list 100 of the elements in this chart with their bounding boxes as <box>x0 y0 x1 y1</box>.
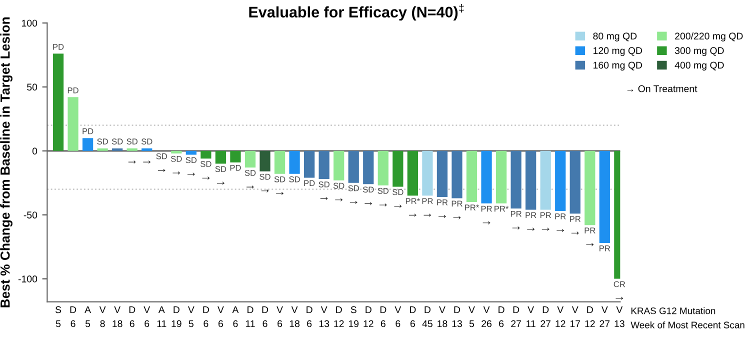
text: Week of Most Recent Scan <box>630 321 744 328</box>
text: PR* → <box>406 198 420 217</box>
x-tick-label: D 6 <box>129 306 136 328</box>
x-tick-label: D 6 <box>262 306 268 328</box>
text: PR → <box>510 210 522 230</box>
bar <box>466 150 478 202</box>
bar <box>584 150 596 226</box>
x-tick-label: D 27 <box>511 306 521 328</box>
text: PR → <box>570 216 581 235</box>
bar <box>496 150 507 204</box>
bar <box>244 150 256 168</box>
bar <box>82 138 94 151</box>
text: PR → <box>422 198 433 217</box>
text: SD <box>289 176 300 182</box>
x-tick-label: D 12 <box>364 306 374 328</box>
y-tick-label: 100 <box>22 20 38 27</box>
bar <box>422 150 433 196</box>
text: SD → <box>318 181 330 200</box>
text: PD <box>68 87 78 94</box>
x-tick-label: D 11 <box>246 306 255 328</box>
text: PR <box>600 246 610 252</box>
x-tick-label: S 19 <box>348 306 359 328</box>
y-tick-label: -100 <box>18 276 38 282</box>
legend-label: 400 mg QD <box>674 62 724 71</box>
x-tick-label: V 26 <box>482 306 492 328</box>
text: KRAS G12 Mutation <box>631 307 716 314</box>
x-tick-label: D 6 <box>380 306 386 328</box>
x-tick-label: D 12 <box>585 306 595 328</box>
text: → On Treatment <box>627 85 698 92</box>
text: PR → <box>540 212 551 231</box>
x-tick-label: D 27 <box>540 306 551 328</box>
y-tick-label: 50 <box>27 84 38 91</box>
x-tick-label: A 6 <box>232 306 239 328</box>
bar <box>407 150 418 196</box>
x-tick-label: V 6 <box>144 306 150 328</box>
x-tick-label: V 6 <box>218 306 224 328</box>
bar <box>392 150 404 187</box>
x-tick-label: V 17 <box>570 306 580 328</box>
legend-label: 160 mg QD <box>594 62 642 71</box>
x-tick-label: D 13 <box>452 306 462 328</box>
x-tick-label: V 27 <box>600 306 610 328</box>
x-tick-label: V 12 <box>556 306 566 328</box>
text: PD <box>82 128 94 134</box>
text: SD → <box>244 170 256 189</box>
bar <box>126 148 138 151</box>
text: PR → <box>481 206 492 224</box>
bar <box>142 148 152 151</box>
text: SD → <box>156 153 168 172</box>
text: SD → <box>378 188 389 206</box>
bar <box>68 97 78 151</box>
bar <box>526 150 536 210</box>
bar <box>436 150 448 197</box>
x-tick-label: V 5 <box>468 306 475 328</box>
bar <box>215 150 226 164</box>
text: PR → <box>555 214 566 232</box>
x-tick-label: V 8 <box>99 306 106 328</box>
x-tick-label: D 6 <box>203 306 209 328</box>
bar <box>186 150 196 155</box>
text: SD → <box>274 176 286 195</box>
bar <box>555 150 566 212</box>
bar <box>452 150 462 198</box>
x-tick-label: A 5 <box>84 306 92 328</box>
text: SD <box>112 138 123 144</box>
bar <box>97 148 108 151</box>
x-tick-label: A 11 <box>157 306 166 328</box>
x-tick-label: D 45 <box>422 306 432 328</box>
text: SD → <box>200 161 212 180</box>
legend-label: 200/220 mg QD <box>675 32 743 42</box>
bar <box>510 150 522 208</box>
bar <box>378 150 388 186</box>
text: SD → <box>215 166 226 185</box>
x-tick-label: D 19 <box>172 306 182 328</box>
x-tick-label: D 12 <box>334 306 344 328</box>
x-tick-label: V 18 <box>290 306 300 328</box>
bar <box>289 150 300 174</box>
x-tick-label: V 18 <box>112 306 122 328</box>
text: CR → <box>614 281 626 300</box>
x-tick-label: D 6 <box>70 306 76 328</box>
bar <box>274 150 286 174</box>
text: SD → <box>362 186 374 206</box>
text: SD → <box>333 182 344 202</box>
bar <box>540 150 551 210</box>
bar <box>570 150 580 214</box>
bar <box>52 54 64 151</box>
x-tick-label: V 6 <box>394 306 402 328</box>
x-tick-label: V 11 <box>526 306 536 328</box>
x-tick-label: D 6 <box>410 306 416 328</box>
text: PR* <box>465 204 480 210</box>
text: SD → <box>260 174 270 192</box>
legend-label: 80 mg QD <box>593 32 637 42</box>
text: PD <box>304 180 315 186</box>
bar <box>318 150 330 180</box>
text: PR* <box>494 206 509 212</box>
x-tick-label: V 18 <box>438 306 448 328</box>
text: PR → <box>526 212 536 231</box>
x-tick-label: V 6 <box>276 306 283 328</box>
x-tick-label: V 13 <box>319 306 330 328</box>
bar <box>599 150 610 243</box>
x-tick-label: D 6 <box>498 306 504 328</box>
legend-label: 300 mg QD <box>674 47 724 56</box>
